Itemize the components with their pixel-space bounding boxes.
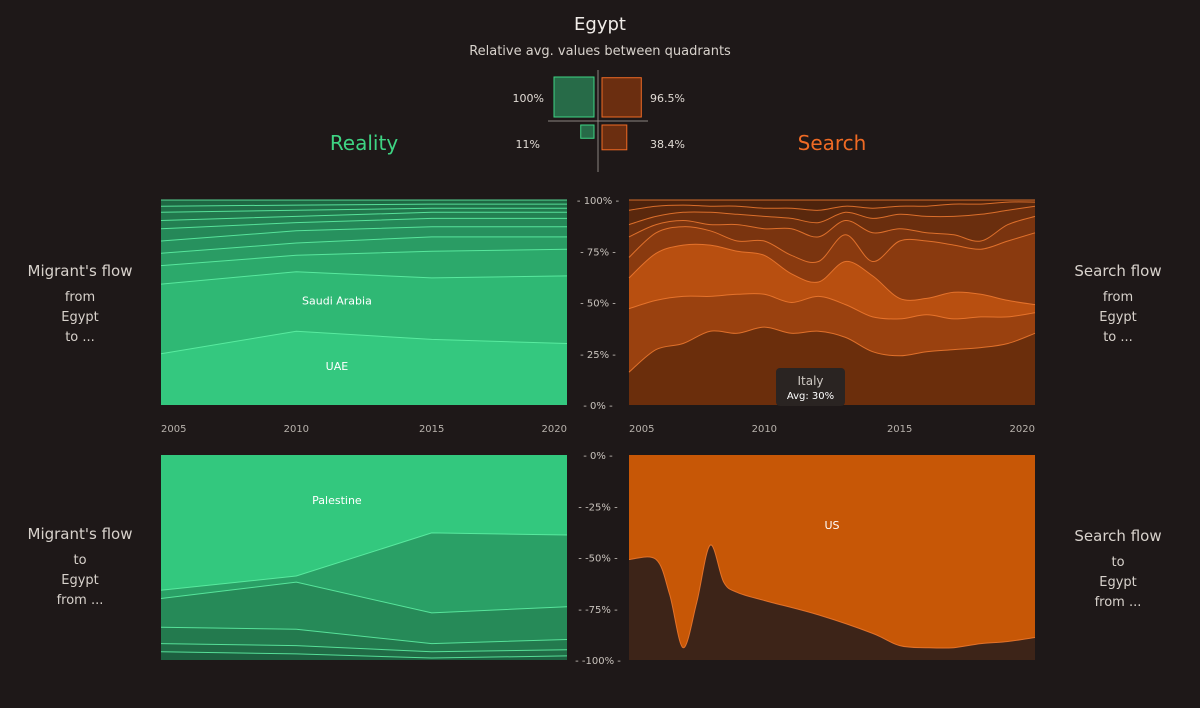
bottom-axis-tick-label: - 0% - (583, 451, 613, 462)
side-label-line: Egypt (61, 310, 99, 325)
reality-bottom-boundary-1 (160, 581, 568, 614)
reality-top-boundary-4 (160, 226, 567, 242)
reality-x-tick-label: 2010 (284, 424, 309, 435)
side-label-bottom-right: Search flow to Egypt from ... (1038, 527, 1198, 613)
reality-top-boundary-2 (160, 248, 568, 267)
legend-pct-top-left: 100% (512, 92, 544, 105)
tooltip-name: Italy (797, 374, 824, 388)
legend-square-reality-out (553, 76, 595, 118)
bottom-axis-tick-label: - -25% - (578, 502, 618, 513)
side-label-line: Egypt (1099, 575, 1137, 590)
top-axis-tick-label: - 75% - (580, 247, 616, 258)
search-top-boundary-0 (628, 326, 1036, 373)
side-label-top-right: Search flow from Egypt to ... (1038, 262, 1198, 348)
reality-top-boundary-7 (160, 207, 567, 213)
reality-top-boundary-8 (160, 203, 567, 207)
side-label-head: Migrant's flow (27, 525, 133, 543)
top-axis-tick-label: - 50% - (580, 299, 616, 310)
reality-top-label: UAE (326, 360, 349, 373)
reality-bottom-boundary-3 (160, 643, 568, 653)
reality-top-boundary-5 (160, 217, 567, 230)
reality-x-tick-label: 2020 (542, 424, 567, 435)
search-top-boundary-6 (628, 201, 1036, 211)
search-top-boundary-3 (628, 226, 1036, 263)
reality-x-tick-label: 2015 (419, 424, 444, 435)
reality-top-boundary-1 (160, 271, 568, 285)
reality-x-tick-label: 2005 (161, 424, 186, 435)
reality-bottom-boundary-2 (160, 626, 568, 645)
page-title: Egypt (574, 14, 626, 35)
reality-top-boundary-6 (160, 211, 567, 221)
tooltip-avg: Avg: 30% (786, 391, 835, 402)
side-label-head: Search flow (1074, 527, 1162, 545)
search-x-tick-label: 2015 (887, 424, 912, 435)
side-label-line: from ... (1094, 595, 1142, 610)
reality-bottom-band-0 (161, 455, 567, 591)
search-x-tick-label: 2020 (1010, 424, 1035, 435)
side-label-head: Search flow (1074, 262, 1162, 280)
side-label-line: from ... (56, 593, 104, 608)
legend-square-search-out (601, 77, 642, 118)
search-x-tick-label: 2005 (629, 424, 654, 435)
side-label-line: Egypt (1099, 310, 1137, 325)
side-label-line: Egypt (61, 573, 99, 588)
search-x-tick-label: 2010 (752, 424, 777, 435)
legend-pct-bottom-left: 11% (515, 138, 540, 151)
legend-square-search-in (601, 124, 628, 151)
top-axis-tick-label: - 100% - (577, 196, 620, 207)
legend-square-reality-in (580, 124, 595, 139)
search-top-boundary-5 (628, 205, 1036, 226)
side-label-line: to ... (1103, 330, 1133, 345)
search-top-boundary-1 (628, 293, 1036, 320)
reality-title: Reality (329, 131, 399, 155)
reality-bottom-boundary-0 (160, 532, 568, 591)
side-label-top-left: Migrant's flow from Egypt to ... (0, 262, 160, 348)
reality-top-label: Saudi Arabia (302, 295, 372, 308)
search-bottom-boundary-0 (628, 544, 1036, 649)
search-title: Search (797, 131, 867, 155)
reality-bottom-boundary-4 (160, 651, 568, 659)
bottom-axis-tick-label: - -100% - (575, 656, 621, 667)
side-label-line: from (64, 290, 96, 305)
search-bottom-band-0 (629, 455, 1035, 649)
search-bottom-label: US (824, 519, 839, 532)
legend-pct-top-right: 96.5% (650, 92, 685, 105)
reality-bottom-label: Palestine (312, 494, 362, 507)
search-top-boundary-2 (628, 243, 1036, 306)
side-label-line: from (1102, 290, 1134, 305)
reality-top-boundary-0 (160, 330, 568, 355)
reality-top-boundary-3 (160, 236, 567, 254)
top-axis-tick-label: - 25% - (580, 350, 616, 361)
search-top-band-0 (629, 327, 1035, 405)
bottom-axis-tick-label: - -75% - (578, 605, 618, 616)
side-label-head: Migrant's flow (27, 262, 133, 280)
legend-pct-bottom-right: 38.4% (650, 138, 685, 151)
hover-tooltip: Italy Avg: 30% (776, 368, 845, 406)
reality-top-band-0 (161, 331, 567, 405)
bottom-axis-tick-label: - -50% - (578, 554, 618, 565)
side-label-line: to ... (65, 330, 95, 345)
side-label-line: to (1111, 555, 1125, 570)
search-top-boundary-4 (628, 215, 1036, 242)
quadrant-legend (548, 70, 648, 172)
top-axis-tick-label: - 0% - (583, 401, 613, 412)
page-subtitle: Relative avg. values between quadrants (469, 44, 731, 59)
side-label-bottom-left: Migrant's flow to Egypt from ... (0, 525, 160, 611)
side-label-line: to (73, 553, 87, 568)
